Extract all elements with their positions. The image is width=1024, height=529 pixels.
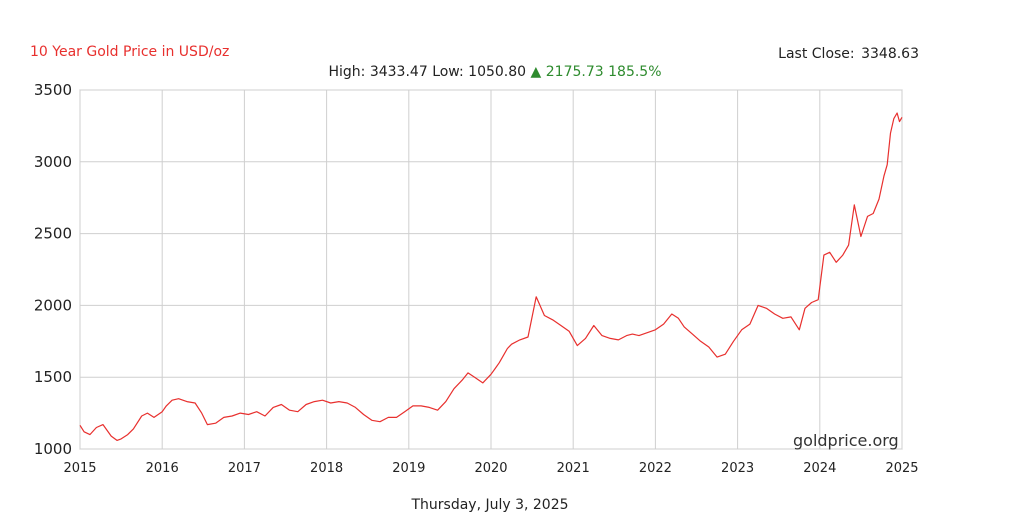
- high-label: High:: [328, 64, 366, 80]
- up-arrow-icon: ▲: [530, 64, 542, 80]
- footer-date: Thursday, July 3, 2025: [411, 497, 569, 513]
- x-tick-label: 2024: [803, 461, 836, 476]
- grid: [79, 89, 903, 450]
- y-tick-label: 2000: [34, 296, 72, 314]
- y-tick-label: 1000: [34, 440, 72, 458]
- x-axis-ticks: 2015 2016 2017 2018 2019 2020 2021 2022 2023 2024…: [63, 461, 918, 476]
- change-value: 2175.73: [545, 64, 604, 80]
- change-percent: 185.5%: [608, 64, 662, 80]
- y-tick-label: 3000: [34, 153, 72, 171]
- x-tick-label: 2020: [474, 461, 507, 476]
- last-close: Last Close: 3348.63: [776, 46, 919, 62]
- high-value: 3433.47: [369, 64, 428, 80]
- x-tick-label: 2016: [146, 461, 179, 476]
- low-label: Low:: [432, 64, 464, 80]
- y-axis-ticks: 1000 1500 2000 2500 3000 3500: [34, 81, 72, 458]
- last-close-label: Last Close:: [778, 46, 855, 62]
- price-stats: High: 3433.47 Low: 1050.80 ▲ 2175.73 185…: [0, 64, 990, 80]
- chart-title: 10 Year Gold Price in USD/oz: [30, 44, 230, 60]
- watermark: goldprice.org: [793, 431, 899, 450]
- price-line: [79, 112, 903, 441]
- x-tick-label: 2019: [392, 461, 425, 476]
- x-tick-label: 2015: [63, 461, 96, 476]
- x-tick-label: 2022: [639, 461, 672, 476]
- low-value: 1050.80: [468, 64, 527, 80]
- x-tick-label: 2021: [557, 461, 590, 476]
- y-tick-label: 2500: [34, 225, 72, 243]
- last-close-value: 3348.63: [861, 46, 919, 62]
- y-tick-label: 1500: [34, 368, 72, 386]
- x-tick-label: 2023: [721, 461, 754, 476]
- x-tick-label: 2017: [228, 461, 261, 476]
- x-tick-label: 2025: [885, 461, 918, 476]
- y-tick-label: 3500: [34, 81, 72, 99]
- x-tick-label: 2018: [310, 461, 343, 476]
